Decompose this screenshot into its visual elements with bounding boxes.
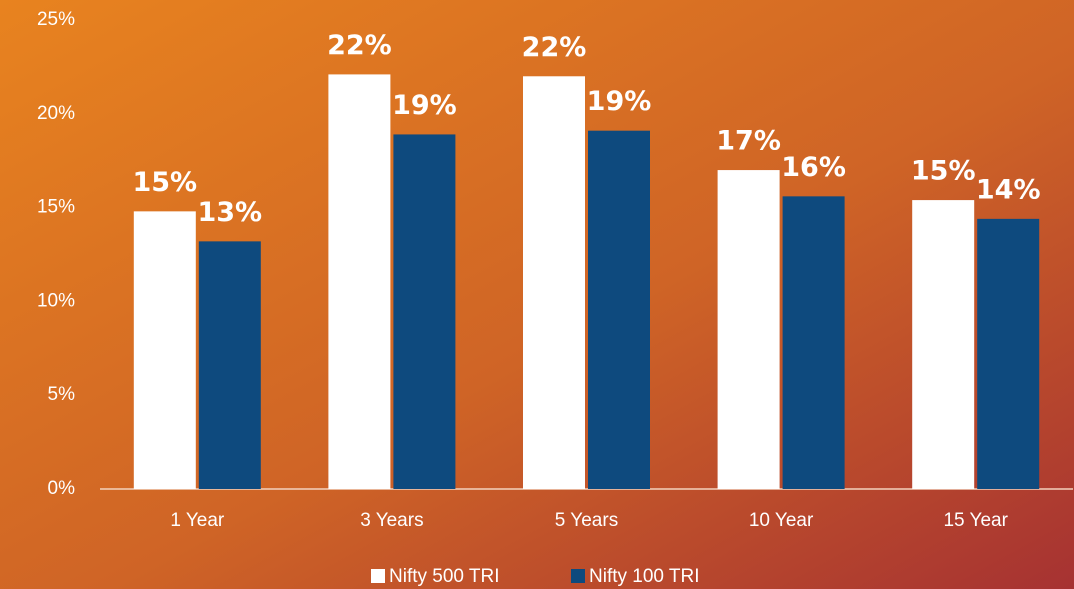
bar [912,200,975,489]
legend-label: Nifty 100 TRI [589,566,700,587]
bar [328,74,391,490]
value-label: 17% [716,126,781,157]
value-label: 22% [327,30,392,61]
legend-label: Nifty 500 TRI [389,566,500,587]
y-tick-label: 25% [37,9,75,30]
bar [782,196,845,489]
bar [588,130,650,489]
value-label: 15% [911,156,976,187]
legend-swatch [571,569,585,583]
x-tick-label: 3 Years [360,510,423,531]
x-tick-label: 5 Years [555,510,618,531]
y-tick-label: 20% [37,103,75,124]
bar [977,218,1040,489]
y-tick-label: 5% [48,384,76,405]
bar [133,211,196,490]
bar [717,170,780,489]
value-label: 19% [587,86,652,117]
bar [198,241,261,489]
value-label: 13% [197,197,262,228]
value-label: 14% [976,174,1041,205]
bar [523,76,585,489]
x-tick-label: 10 Year [749,510,814,531]
value-label: 15% [132,167,197,198]
x-tick-label: 15 Year [943,510,1008,531]
y-tick-label: 0% [48,478,76,499]
value-label: 22% [522,32,587,63]
legend-swatch [371,569,385,583]
value-label: 16% [781,152,846,183]
x-tick-label: 1 Year [170,510,225,531]
y-tick-label: 15% [37,197,75,218]
bar [393,134,456,489]
y-tick-label: 10% [37,290,75,311]
value-label: 19% [392,90,457,121]
